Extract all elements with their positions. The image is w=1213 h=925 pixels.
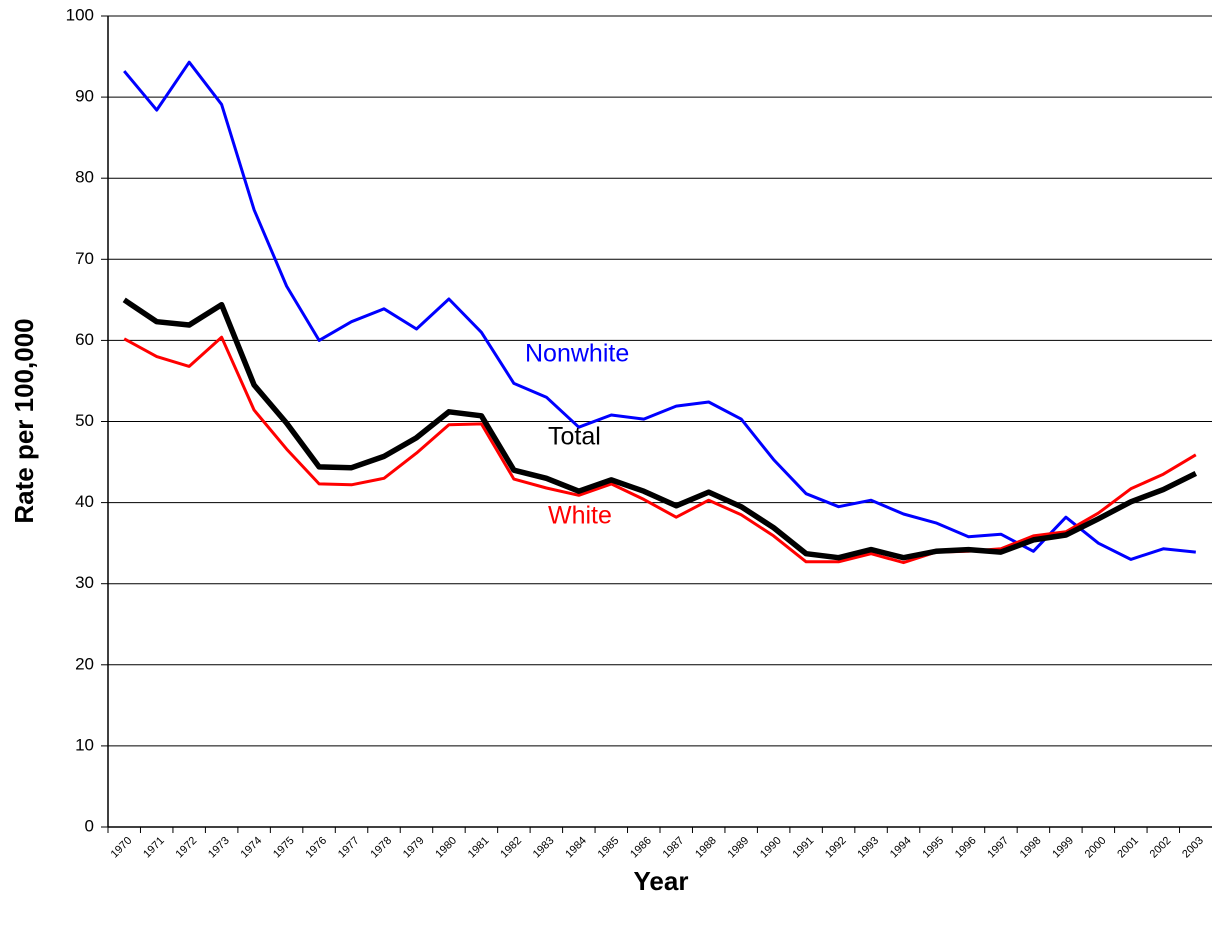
x-tick-label: 1971 (141, 835, 167, 861)
x-tick-label: 1997 (985, 835, 1011, 861)
series-label: White (548, 502, 612, 530)
y-tick-label: 30 (75, 573, 94, 592)
x-tick-label: 1979 (401, 835, 427, 861)
x-tick-label: 1982 (498, 835, 524, 861)
x-tick-label: 1985 (596, 835, 622, 861)
y-axis-label: Rate per 100,000 (9, 318, 39, 523)
x-tick-label: 1996 (953, 835, 979, 861)
x-tick-label: 1972 (174, 835, 200, 861)
x-tick-label: 1994 (888, 835, 914, 861)
series-label: Total (548, 423, 601, 451)
y-tick-label: 80 (75, 168, 94, 187)
x-tick-label: 1974 (238, 835, 264, 861)
y-tick-label: 40 (75, 492, 94, 511)
x-tick-label: 1998 (1018, 835, 1044, 861)
x-tick-label: 1986 (628, 835, 654, 861)
series-line (122, 297, 1198, 561)
y-tick-label: 60 (75, 330, 94, 349)
x-tick-label: 1990 (758, 835, 784, 861)
x-tick-label: 2003 (1180, 835, 1206, 861)
y-tick-label: 50 (75, 411, 94, 430)
x-tick-label: 1987 (661, 835, 687, 861)
x-tick-label: 1983 (531, 835, 557, 861)
x-tick-label: 1976 (303, 835, 329, 861)
x-tick-label: 1988 (693, 835, 719, 861)
x-tick-label: 1991 (790, 835, 816, 861)
x-tick-label: 2001 (1115, 835, 1141, 861)
series-line (123, 60, 1196, 561)
series-line (123, 335, 1197, 565)
y-tick-label: 100 (66, 5, 94, 24)
x-tick-label: 1999 (1050, 835, 1076, 861)
y-tick-label: 10 (75, 735, 94, 754)
x-tick-label: 1970 (109, 835, 135, 861)
x-tick-label: 1977 (336, 835, 362, 861)
x-tick-label: 1973 (206, 835, 232, 861)
x-axis-label: Year (634, 866, 689, 896)
x-tick-label: 2000 (1083, 835, 1109, 861)
x-tick-label: 1984 (563, 835, 589, 861)
x-tick-label: 1980 (433, 835, 459, 861)
x-tick-label: 1992 (823, 835, 849, 861)
x-tick-label: 1989 (726, 835, 752, 861)
x-tick-label: 2002 (1148, 835, 1174, 861)
y-tick-label: 90 (75, 87, 94, 106)
series-label: Nonwhite (525, 340, 629, 368)
y-tick-label: 20 (75, 654, 94, 673)
x-tick-label: 1995 (920, 835, 946, 861)
y-tick-label: 70 (75, 249, 94, 268)
y-tick-label: 0 (85, 816, 94, 835)
x-tick-label: 1978 (368, 835, 394, 861)
x-tick-label: 1975 (271, 835, 297, 861)
x-tick-label: 1993 (855, 835, 881, 861)
x-tick-label: 1981 (466, 835, 492, 861)
